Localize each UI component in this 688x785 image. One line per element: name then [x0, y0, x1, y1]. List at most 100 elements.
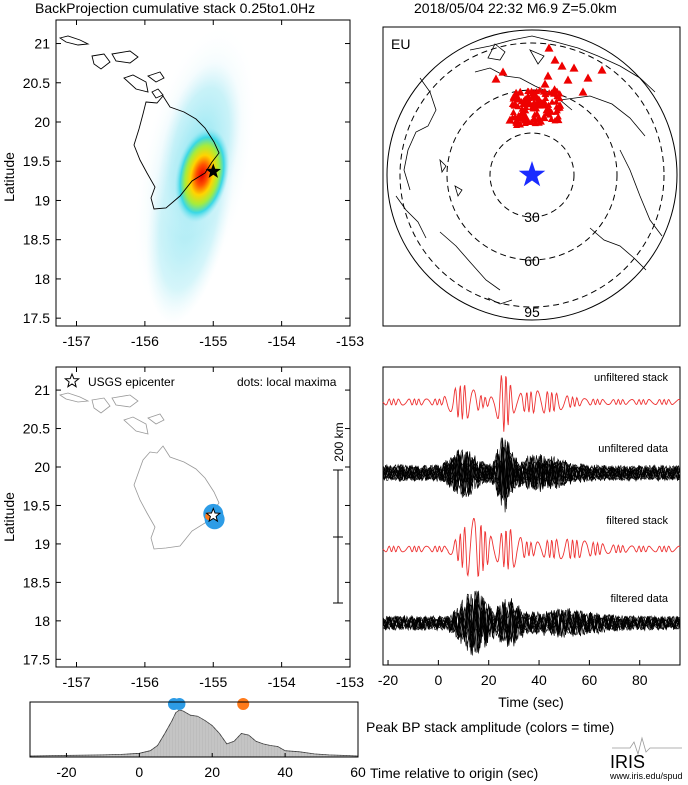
station-triangle: [544, 106, 552, 113]
bottom-map-xtick-label: -157: [62, 674, 90, 690]
strip-axes: -20 0 20 40 60: [56, 753, 366, 780]
strip-frame: [29, 701, 359, 758]
station-triangle: [515, 111, 523, 119]
coastline-top: [58, 35, 220, 210]
top-map-ytick-label: 18.5: [23, 232, 50, 248]
trace-unfiltered-data: [382, 443, 681, 496]
top-map-xtick-label: -157: [62, 333, 90, 349]
ring-95: [399, 42, 665, 308]
station-triangle: [557, 61, 567, 70]
top-map-xtick-label: -154: [268, 333, 296, 349]
label-filtered-data: filtered data: [611, 593, 669, 605]
logo-url: www.iris.edu/spud: [609, 771, 683, 781]
bottom-map-ytick-label: 17.5: [23, 651, 50, 667]
trace-unfiltered-data: [382, 437, 681, 510]
station-triangle: [538, 98, 546, 106]
globe-coastlines: [395, 35, 663, 305]
bottom-map-xtick-label: -154: [268, 674, 296, 690]
station-triangle: [510, 101, 518, 108]
coastline-bottom: [59, 392, 220, 550]
top-map-ytick-label: 17.5: [23, 310, 50, 326]
traces-xtick-label: 20: [481, 672, 497, 688]
station-triangle: [531, 115, 539, 123]
top-map-xtick-label: -156: [131, 333, 159, 349]
peak-amplitude-area: [29, 709, 359, 758]
traces-axes: -20 0 20 40 60 80: [378, 660, 648, 688]
station-triangle: [552, 108, 560, 115]
station-triangle: [527, 118, 535, 126]
legend-epicenter: USGS epicenter: [88, 375, 175, 389]
ring-60: [446, 89, 618, 261]
strip-xlabel: Time relative to origin (sec): [370, 765, 538, 781]
globe-outline: [386, 29, 678, 321]
bottom-map-xtick-label: -153: [336, 674, 364, 690]
station-triangle: [548, 98, 556, 105]
strip-xtick-label: 0: [135, 764, 143, 780]
top-map-frame: [55, 19, 351, 327]
traces-xtick-label: 40: [531, 672, 547, 688]
station-triangle: [509, 108, 517, 116]
left-title: BackProjection cumulative stack 0.25to1.…: [35, 0, 315, 16]
peak-time-dot: [173, 698, 186, 710]
traces-xlabel: Time (sec): [498, 694, 564, 710]
peak-amplitude-panel: -20 0 20 40 60 Peak BP stack amplitude (colo…: [29, 698, 614, 781]
traces-xtick-label: 60: [582, 672, 598, 688]
station-triangle: [540, 79, 550, 88]
scale-bar: [333, 469, 343, 604]
trace-filtered-data: [382, 592, 681, 648]
strip-xtick-label: -20: [56, 764, 76, 780]
bottom-map-ylabel: Latitude: [1, 492, 17, 542]
peak-amplitude-chart: [29, 698, 359, 758]
station-triangle: [545, 101, 553, 108]
bottom-map-ytick-label: 19: [34, 536, 50, 552]
legend-dots: dots: local maxima: [237, 375, 337, 389]
legend-star-icon: [63, 372, 81, 388]
globe-panel: EU 30 60 95: [382, 26, 681, 327]
station-triangle: [535, 95, 543, 102]
station-triangle: [583, 73, 593, 82]
station-triangle: [556, 104, 564, 111]
station-triangle: [542, 90, 550, 98]
bottom-map-panel: -157 -156 -155 -154 -153 21 20.5 20 19.5 19 18.5 18…: [1, 366, 364, 690]
ring-30: [489, 132, 575, 218]
trace-filtered-stack: [382, 517, 681, 578]
strip-xtick-label: 60: [350, 764, 366, 780]
station-triangle: [498, 67, 508, 76]
traces-xtick-label: 80: [632, 672, 648, 688]
station-triangle: [597, 65, 607, 74]
station-triangle: [531, 105, 539, 112]
station-triangle: [543, 71, 553, 80]
bottom-map-ytick-label: 19.5: [23, 497, 50, 513]
label-filtered-stack: filtered stack: [606, 515, 668, 527]
top-map-ytick-label: 20.5: [23, 75, 50, 91]
station-triangle: [514, 118, 522, 125]
top-map-axes: -157 -156 -155 -154 -153 21 20.5 20 19.5 19 18.5 18…: [23, 20, 364, 349]
top-map-xtick-label: -155: [199, 333, 227, 349]
top-map-xtick-label: -153: [336, 333, 364, 349]
station-markers: [491, 43, 607, 129]
traces-xtick-label: 0: [434, 672, 442, 688]
top-map-ytick-label: 19: [34, 192, 50, 208]
station-triangle: [556, 94, 564, 102]
ring-label-30: 30: [524, 209, 540, 225]
traces-panel: unfiltered stack unfiltered data filtere…: [378, 366, 681, 710]
strip-xtick-label: 40: [277, 764, 293, 780]
station-triangle: [522, 107, 530, 114]
station-triangle: [512, 90, 520, 97]
traces-xtick-label: -20: [378, 672, 398, 688]
station-triangle: [544, 43, 554, 52]
strip-xtick-label: 20: [204, 764, 220, 780]
station-triangle: [516, 87, 524, 95]
station-triangle: [542, 94, 550, 101]
trace-filtered-data: [382, 590, 681, 646]
station-triangle: [569, 63, 579, 72]
station-triangle: [525, 98, 533, 105]
top-map-panel: -157 -156 -155 -154 -153 21 20.5 20 19.5 19 18.5 18…: [1, 19, 364, 349]
station-triangle: [512, 121, 520, 129]
station-triangle: [578, 87, 588, 96]
station-triangle: [524, 92, 532, 99]
station-triangle: [520, 112, 528, 119]
station-triangle: [547, 115, 555, 122]
bottom-map-axes: -157 -156 -155 -154 -153 21 20.5 20 19.5 19 18.5 18…: [23, 367, 364, 690]
